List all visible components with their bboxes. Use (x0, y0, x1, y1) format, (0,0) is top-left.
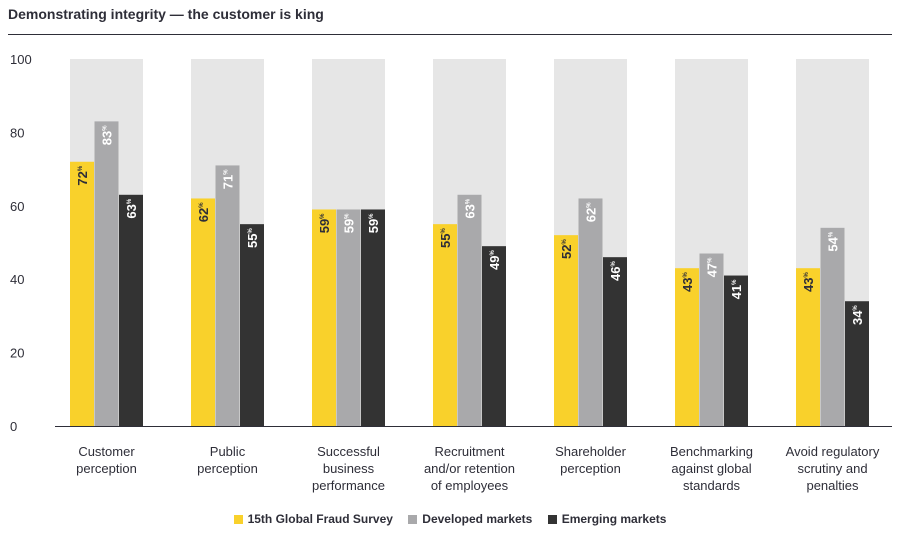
category-label-4-0: Shareholder (555, 444, 626, 459)
data-label-unit: % (562, 239, 568, 245)
bar-0-1 (94, 121, 119, 426)
legend-label-emerging: Emerging markets (561, 512, 667, 526)
chart-title: Demonstrating integrity — the customer i… (8, 6, 324, 22)
category-label-6-0: Avoid regulatory (786, 444, 880, 459)
bar-6-1 (820, 227, 845, 426)
data-label-unit: % (369, 213, 375, 219)
bar-2-0 (312, 209, 336, 426)
category-label-0-1: perception (76, 461, 137, 476)
category-label-3-0: Recruitment (434, 444, 504, 459)
category-label-3-1: and/or retention (424, 461, 515, 476)
y-tick-label-80: 80 (10, 125, 24, 140)
category-label-2-0: Successful (317, 444, 380, 459)
bar-4-2 (603, 257, 627, 426)
data-label-unit: % (345, 213, 351, 219)
legend-item-survey: 15th Global Fraud Survey (233, 512, 393, 526)
bar-3-1 (457, 194, 482, 426)
data-label-unit: % (320, 213, 326, 219)
category-label-4-1: perception (560, 461, 621, 476)
data-label-unit: % (466, 198, 472, 204)
bar-6-0 (796, 268, 820, 426)
data-label-unit: % (103, 125, 109, 131)
bar-2-1 (336, 209, 361, 426)
category-label-0-0: Customer (78, 444, 135, 459)
category-label-5-2: standards (683, 478, 741, 493)
y-tick-label-100: 100 (10, 52, 32, 67)
legend-label-developed: Developed markets (422, 512, 533, 526)
bar-1-1 (215, 165, 240, 426)
category-label-1-1: perception (197, 461, 258, 476)
bar-5-0 (675, 268, 699, 426)
legend-swatch-developed (408, 514, 418, 524)
bar-5-1 (699, 253, 724, 426)
category-label-1-0: Public (210, 444, 246, 459)
legend-swatch-emerging (547, 514, 557, 524)
data-label-unit: % (611, 261, 617, 267)
data-label-unit: % (853, 305, 859, 311)
data-label-unit: % (248, 227, 254, 233)
bar-3-2 (482, 246, 506, 426)
bar-chart: 02040608010072%83%63%Customerperception6… (10, 52, 892, 493)
category-label-2-2: performance (312, 478, 385, 493)
data-label-unit: % (683, 272, 689, 278)
data-label-unit: % (224, 169, 230, 175)
data-label-unit: % (199, 202, 205, 208)
bar-1-0 (191, 198, 215, 426)
bar-4-1 (578, 198, 603, 426)
data-label-unit: % (127, 198, 133, 204)
data-label-unit: % (587, 202, 593, 208)
bar-1-2 (240, 224, 264, 426)
bar-0-2 (119, 194, 143, 426)
y-tick-label-60: 60 (10, 199, 24, 214)
category-label-6-2: penalties (806, 478, 859, 493)
bar-0-0 (70, 161, 94, 426)
category-label-2-1: business (323, 461, 375, 476)
bar-2-2 (361, 209, 385, 426)
legend-item-emerging: Emerging markets (547, 512, 667, 526)
data-label-unit: % (708, 257, 714, 263)
legend-label-survey: 15th Global Fraud Survey (247, 512, 393, 526)
data-label-unit: % (804, 272, 810, 278)
category-label-3-2: of employees (431, 478, 509, 493)
data-label-unit: % (78, 165, 84, 171)
data-label-unit: % (490, 250, 496, 256)
title-divider (8, 34, 892, 35)
category-label-5-0: Benchmarking (670, 444, 753, 459)
data-label-unit: % (829, 231, 835, 237)
y-tick-label-20: 20 (10, 346, 24, 361)
y-tick-label-0: 0 (10, 419, 17, 434)
bar-6-2 (845, 301, 869, 426)
bar-5-2 (724, 275, 748, 426)
y-tick-label-40: 40 (10, 272, 24, 287)
data-label-unit: % (732, 279, 738, 285)
legend-swatch-survey (233, 514, 243, 524)
legend: 15th Global Fraud Survey Developed marke… (0, 512, 900, 527)
data-label-unit: % (441, 227, 447, 233)
bar-3-0 (433, 224, 457, 426)
category-label-5-1: against global (671, 461, 751, 476)
legend-item-developed: Developed markets (408, 512, 532, 526)
bar-4-0 (554, 235, 578, 426)
category-label-6-1: scrutiny and (797, 461, 867, 476)
